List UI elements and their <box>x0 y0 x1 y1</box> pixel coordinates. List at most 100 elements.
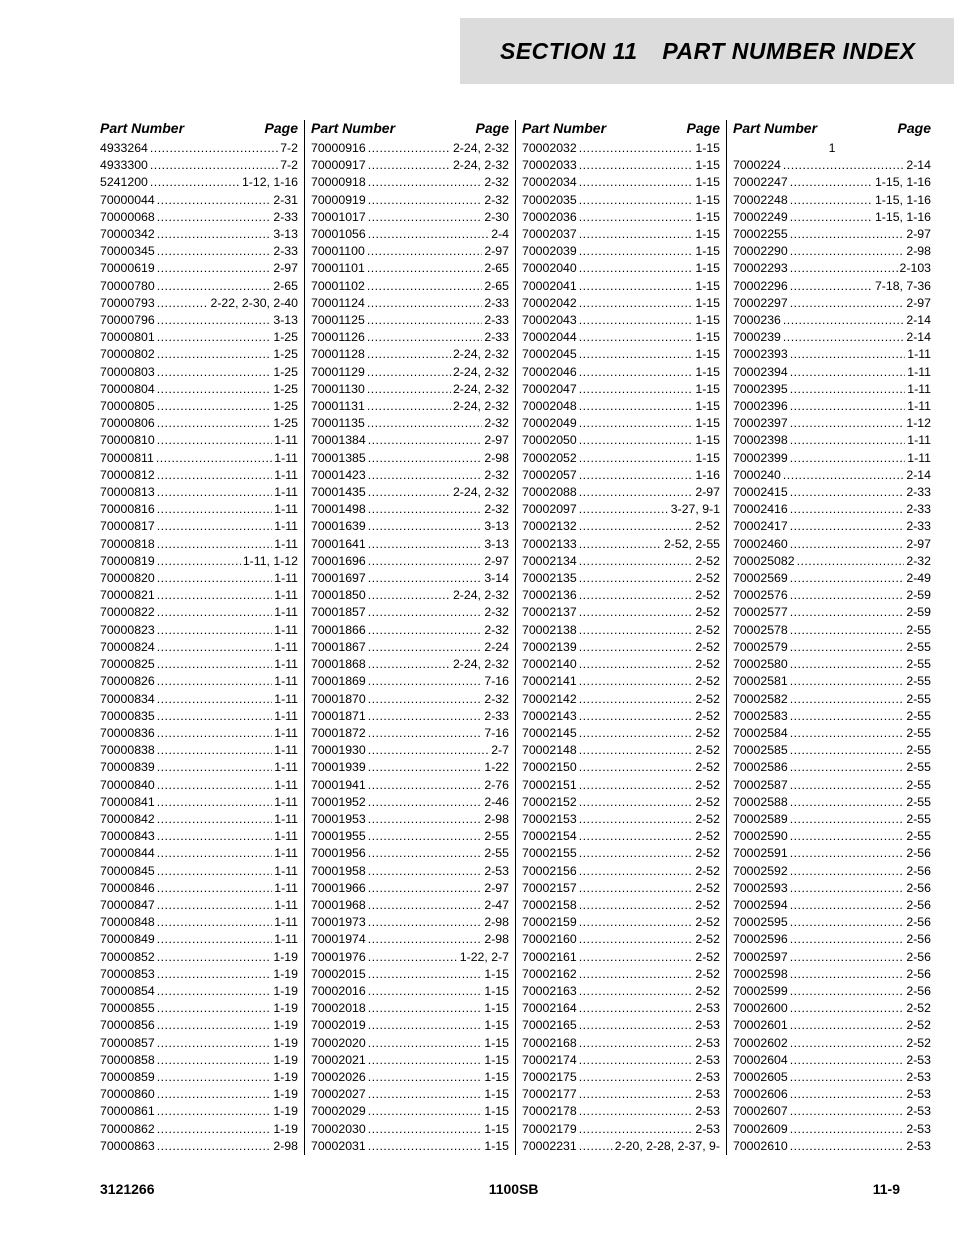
index-row: 700020571-16 <box>522 467 720 484</box>
page-ref: 2-55 <box>906 811 931 828</box>
part-number: 70002135 <box>522 570 577 587</box>
page-ref: 2-55 <box>906 673 931 690</box>
part-number: 70002042 <box>522 295 577 312</box>
page-ref: 2-56 <box>906 897 931 914</box>
leader-dots <box>157 914 273 931</box>
index-row: 700019532-98 <box>311 811 509 828</box>
page-ref: 1-25 <box>273 364 298 381</box>
part-number: 70002178 <box>522 1103 577 1120</box>
index-row: 700020461-15 <box>522 364 720 381</box>
index-row: 700021362-52 <box>522 587 720 604</box>
page-ref: 1-11 <box>274 536 298 553</box>
index-row: 700008261-11 <box>100 673 298 690</box>
index-row: 700020261-15 <box>311 1069 509 1086</box>
part-number: 70000836 <box>100 725 155 742</box>
page-ref: 2-32 <box>484 467 509 484</box>
leader-dots <box>157 278 272 295</box>
index-columns: Part NumberPage49332647-249333007-252412… <box>0 84 954 1173</box>
part-number: 70000841 <box>100 794 155 811</box>
page-ref: 1-19 <box>273 1086 298 1103</box>
leader-dots <box>368 1000 483 1017</box>
page-ref: 7-18, 7-36 <box>875 278 931 295</box>
part-number: 70001966 <box>311 880 366 897</box>
part-number: 70000816 <box>100 501 155 518</box>
page-ref: 2-32 <box>484 501 509 518</box>
leader-dots <box>790 811 905 828</box>
part-number: 70000845 <box>100 863 155 880</box>
page-ref: 2-24, 2-32 <box>453 587 509 604</box>
index-row: 52412001-12, 1-16 <box>100 174 298 191</box>
part-number: 70002154 <box>522 828 577 845</box>
page-ref: 1-11 <box>274 759 298 776</box>
page-ref: 1-15 <box>484 1086 509 1103</box>
part-number: 70001017 <box>311 209 366 226</box>
leader-dots <box>367 329 483 346</box>
page-ref: 1-11 <box>274 725 298 742</box>
part-number: 70002577 <box>733 604 788 621</box>
page-ref: 1-12, 1-16 <box>242 174 298 191</box>
part-number: 70000855 <box>100 1000 155 1017</box>
part-number: 70002395 <box>733 381 788 398</box>
page-ref: 2-52 <box>906 1000 931 1017</box>
page-ref: 1-25 <box>273 398 298 415</box>
part-number: 70002048 <box>522 398 577 415</box>
part-number: 70002247 <box>733 174 788 191</box>
part-number: 70000345 <box>100 243 155 260</box>
part-number: 70002175 <box>522 1069 577 1086</box>
page-ref: 1-11 <box>274 828 298 845</box>
index-row: 700020501-15 <box>522 432 720 449</box>
page-ref: 2-52 <box>695 949 720 966</box>
part-number: 70001866 <box>311 622 366 639</box>
part-number: 70000068 <box>100 209 155 226</box>
page-ref: 2-65 <box>484 260 509 277</box>
part-number: 70002020 <box>311 1035 366 1052</box>
page-ref: 1-11 <box>274 794 298 811</box>
page-ref: 1-11 <box>274 708 298 725</box>
index-row: 700020421-15 <box>522 295 720 312</box>
leader-dots <box>579 622 694 639</box>
part-number: 70002150 <box>522 759 577 776</box>
index-row: 700011252-33 <box>311 312 509 329</box>
column-header-page: Page <box>476 120 509 136</box>
page-ref: 1-11 <box>274 484 298 501</box>
index-row: 700008471-11 <box>100 897 298 914</box>
page-ref: 1-22 <box>484 759 509 776</box>
page-ref: 2-52 <box>695 931 720 948</box>
index-row: 700008481-11 <box>100 914 298 931</box>
leader-dots <box>790 501 905 518</box>
leader-dots <box>368 1086 483 1103</box>
leader-dots <box>790 845 905 862</box>
leader-dots <box>790 708 905 725</box>
index-row: 700008611-19 <box>100 1103 298 1120</box>
leader-dots <box>579 260 694 277</box>
part-number: 70000835 <box>100 708 155 725</box>
part-number: 70001941 <box>311 777 366 794</box>
leader-dots <box>368 518 483 535</box>
page-ref: 1-15, 1-16 <box>875 174 931 191</box>
part-number: 70002607 <box>733 1103 788 1120</box>
part-number: 70002581 <box>733 673 788 690</box>
page-ref: 2-24, 2-32 <box>453 484 509 501</box>
part-number: 70002161 <box>522 949 577 966</box>
page-ref: 2-53 <box>484 863 509 880</box>
page-ref: 2-24, 2-32 <box>453 656 509 673</box>
footer-center: 1100SB <box>489 1181 539 1197</box>
page-ref: 2-52 <box>695 777 720 794</box>
page-ref: 1-16 <box>695 467 720 484</box>
index-row: 700020521-15 <box>522 450 720 467</box>
page-ref: 2-14 <box>906 312 931 329</box>
leader-dots <box>157 1138 272 1155</box>
part-number: 70000839 <box>100 759 155 776</box>
index-row: 700020451-15 <box>522 346 720 363</box>
page-ref: 2-55 <box>906 622 931 639</box>
leader-dots <box>579 312 694 329</box>
part-number: 70002157 <box>522 880 577 897</box>
index-row: 700023991-11 <box>733 450 931 467</box>
leader-dots <box>368 794 483 811</box>
index-row: 700020491-15 <box>522 415 720 432</box>
page-ref: 1-15 <box>695 243 720 260</box>
leader-dots <box>368 1069 483 1086</box>
index-row: 700019562-55 <box>311 845 509 862</box>
page-ref: 3-13 <box>484 518 509 535</box>
index-row: 700025902-55 <box>733 828 931 845</box>
